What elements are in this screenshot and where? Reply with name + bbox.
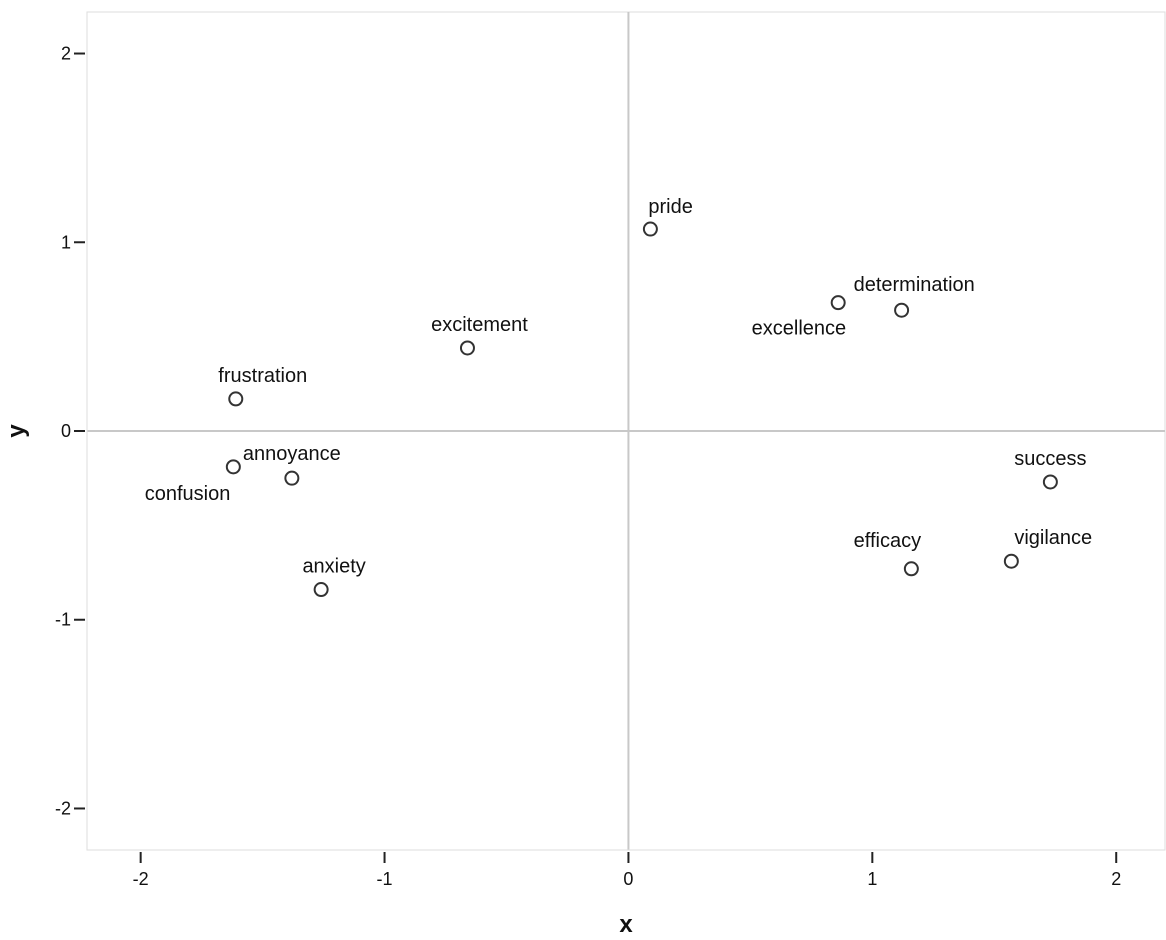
point-label: determination [854,274,975,296]
data-point: determination [854,274,975,318]
y-tick-label: 2 [61,44,71,64]
x-tick-label: -2 [133,869,149,889]
point-label: vigilance [1014,527,1092,549]
point-label: efficacy [854,530,921,552]
point-marker [225,459,241,475]
x-tick-label: -1 [377,869,393,889]
y-axis-ticks: -2 -1 0 1 2 [55,44,85,818]
point-label: frustration [218,365,307,387]
point-marker [284,470,300,486]
x-tick-label: 0 [623,869,633,889]
data-point: efficacy [854,530,921,577]
data-point: anxiety [302,556,366,598]
point-label: pride [648,196,692,218]
data-point: success [1014,448,1086,490]
axes [86,12,1165,851]
point-marker [1003,553,1019,569]
x-tick-label: 1 [867,869,877,889]
x-axis-ticks: -2 -1 0 1 2 [133,852,1121,889]
point-label: excellence [752,318,847,340]
point-marker [894,302,910,318]
data-point: excellence [752,295,847,340]
point-label: excitement [431,314,528,336]
point-label: annoyance [243,443,341,465]
point-marker [459,340,475,356]
point-label: anxiety [302,556,365,578]
point-marker [313,582,329,598]
y-axis-title: y [3,424,30,438]
data-point: frustration [218,365,307,407]
data-point: annoyance [243,443,341,486]
y-tick-label: 0 [61,421,71,441]
x-tick-label: 2 [1111,869,1121,889]
y-tick-label: -1 [55,610,71,630]
point-marker [830,295,846,311]
x-axis-title: x [619,911,633,938]
data-point: excitement [431,314,528,356]
data-points: pride determination excellence excitement fr… [145,196,1092,598]
point-marker [228,391,244,407]
point-marker [1042,474,1058,490]
point-marker [903,561,919,577]
data-point: confusion [145,459,241,505]
point-marker [642,221,658,237]
data-point: pride [642,196,693,237]
y-tick-label: -2 [55,798,71,818]
point-label: confusion [145,483,231,505]
point-label: success [1014,448,1086,470]
y-tick-label: 1 [61,232,71,252]
reference-lines [87,12,1165,850]
data-point: vigilance [1003,527,1092,569]
